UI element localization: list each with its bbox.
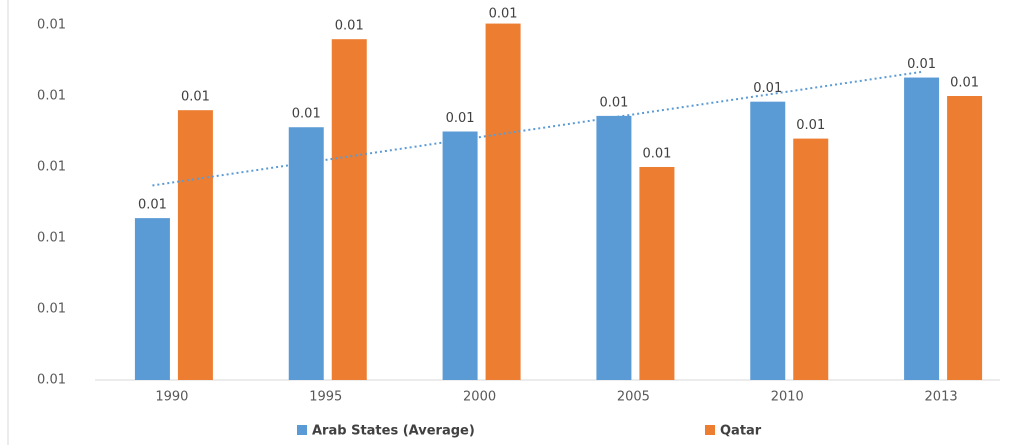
legend-swatch [705, 425, 715, 435]
bar [177, 110, 213, 380]
y-tick-label: 0.01 [37, 302, 66, 317]
bar [947, 96, 983, 380]
data-label: 0.01 [335, 19, 364, 34]
x-tick-label: 2010 [771, 390, 804, 405]
y-tick-label: 0.01 [37, 89, 66, 104]
data-label: 0.01 [181, 90, 210, 105]
bar [134, 218, 170, 380]
data-label: 0.01 [753, 81, 782, 96]
y-tick-label: 0.01 [37, 231, 66, 246]
bar [485, 23, 521, 381]
x-tick-label: 2005 [617, 390, 650, 405]
bar [793, 138, 829, 380]
data-label: 0.01 [489, 7, 518, 22]
data-label: 0.01 [599, 95, 628, 110]
data-label: 0.01 [907, 57, 936, 72]
legend-label: Qatar [720, 424, 762, 439]
data-label: 0.01 [642, 147, 671, 162]
x-tick-label: 1995 [309, 390, 342, 405]
data-label: 0.01 [796, 118, 825, 133]
data-label: 0.01 [138, 198, 167, 213]
bar [331, 39, 367, 380]
bar [750, 101, 786, 381]
bar [904, 77, 940, 380]
data-label: 0.01 [446, 111, 475, 126]
y-tick-label: 0.01 [37, 160, 66, 175]
legend-label: Arab States (Average) [312, 424, 475, 439]
bar [639, 167, 675, 380]
y-tick-label: 0.01 [37, 373, 66, 388]
data-label: 0.01 [950, 76, 979, 91]
x-tick-label: 2013 [925, 390, 958, 405]
bar [442, 131, 478, 380]
x-tick-label: 1990 [155, 390, 188, 405]
legend-swatch [297, 425, 307, 435]
y-tick-label: 0.01 [37, 18, 66, 33]
data-label: 0.01 [292, 107, 321, 122]
bar [596, 115, 632, 380]
x-tick-label: 2000 [463, 390, 496, 405]
bar [288, 127, 324, 381]
